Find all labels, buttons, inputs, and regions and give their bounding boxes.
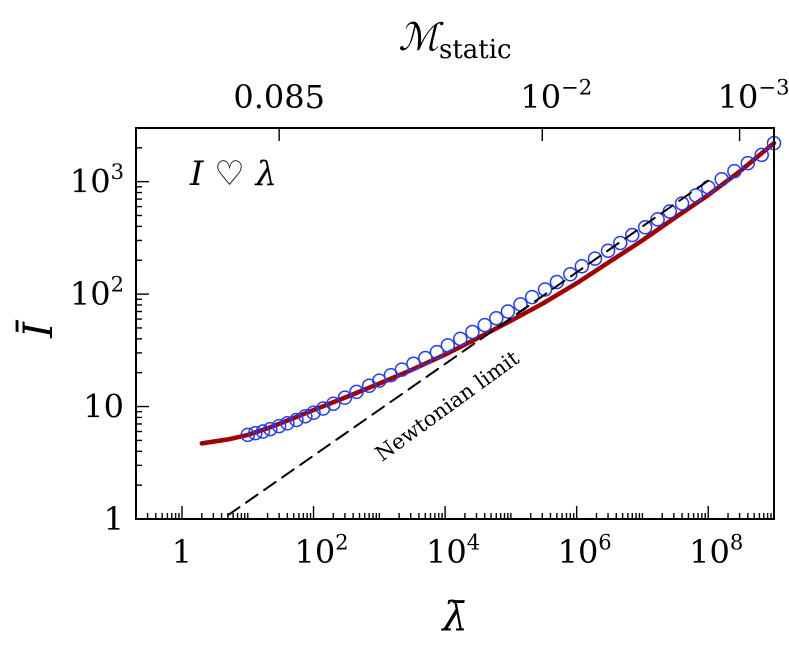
data-point-marker xyxy=(563,267,578,282)
data-point-marker xyxy=(418,350,433,366)
data-point-marker xyxy=(477,317,492,333)
data-point-marker xyxy=(248,425,263,441)
top-tick-label: 10−3 xyxy=(718,75,789,116)
data-point-marker xyxy=(714,172,729,187)
x-tick-label: 1 xyxy=(172,533,192,571)
data-point-marker xyxy=(465,324,480,340)
data-point-marker xyxy=(349,384,364,400)
data-point-marker xyxy=(337,390,353,405)
x-axis-label: λ̄ xyxy=(440,594,467,640)
data-point-marker xyxy=(754,147,769,163)
x-tick-label: 108 xyxy=(689,530,743,571)
data-point-marker xyxy=(271,418,287,434)
data-point-marker xyxy=(440,338,456,353)
data-point-marker xyxy=(306,405,321,421)
data-point-marker xyxy=(625,227,640,243)
data-point-marker xyxy=(326,396,341,411)
series-layer xyxy=(199,135,782,517)
y-tick-label: 103 xyxy=(70,159,124,200)
data-point-marker xyxy=(524,289,540,305)
data-point-marker xyxy=(289,412,304,428)
top-axis-label: ℳstatic xyxy=(398,15,511,65)
data-point-marker xyxy=(394,362,410,377)
data-point-marker xyxy=(500,304,516,319)
data-point-marker xyxy=(255,424,271,439)
data-point-marker xyxy=(613,235,628,251)
data-point-marker xyxy=(688,188,704,203)
data-point-marker xyxy=(740,155,756,171)
y-tick-label: 102 xyxy=(70,272,124,313)
data-point-marker xyxy=(453,331,468,347)
plot-frame xyxy=(135,127,775,520)
data-point-marker xyxy=(240,427,256,443)
x-tick-label: 102 xyxy=(294,530,348,571)
data-point-marker xyxy=(372,373,387,388)
x-tick-label: 104 xyxy=(426,530,480,571)
newtonian-limit-line xyxy=(227,179,710,517)
data-point-marker xyxy=(429,344,445,360)
marker-series xyxy=(240,135,782,443)
x-tick-label: 106 xyxy=(558,530,612,571)
data-point-marker xyxy=(674,196,690,211)
data-point-marker xyxy=(280,416,295,431)
data-point-marker xyxy=(406,356,421,372)
data-point-marker xyxy=(298,408,313,424)
fit-curve-line xyxy=(199,140,777,446)
y-tick-label: 10 xyxy=(83,388,124,426)
data-point-marker xyxy=(263,421,278,437)
data-point-marker xyxy=(574,258,590,274)
y-tick-label: 1 xyxy=(104,500,124,538)
data-point-marker xyxy=(637,220,653,235)
data-point-marker xyxy=(600,243,616,258)
i-love-lambda-annotation: I ♡ λ xyxy=(189,154,277,194)
data-point-marker xyxy=(587,251,603,266)
data-point-marker xyxy=(727,163,742,179)
y-axis-label: Ī xyxy=(16,319,62,339)
top-tick-label: 10−2 xyxy=(520,75,592,116)
top-tick-label: 0.085 xyxy=(233,78,325,116)
data-point-marker xyxy=(537,282,553,297)
newtonian-limit-annotation: Newtonian limit xyxy=(371,346,524,466)
data-point-marker xyxy=(489,310,504,326)
